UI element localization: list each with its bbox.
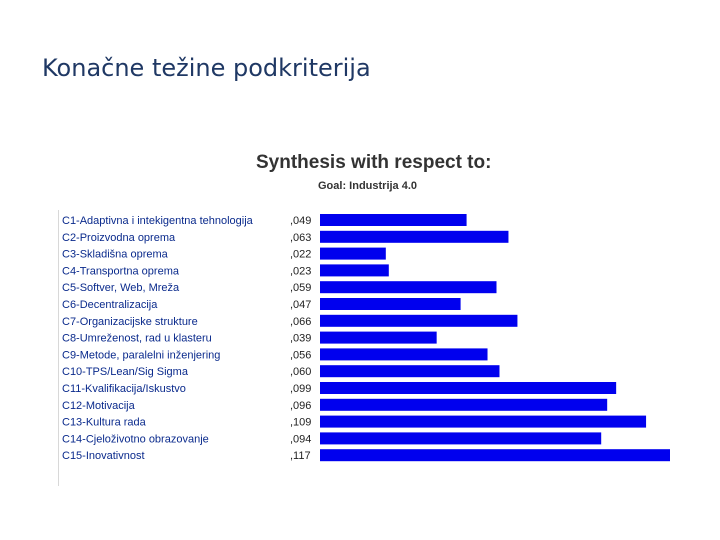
category-label: C10-TPS/Lean/Sig Sigma — [62, 366, 189, 378]
bar-chart: C1-Adaptivna i intekigentna tehnologija,… — [62, 214, 670, 462]
category-label: C6-Decentralizacija — [62, 299, 158, 311]
value-label: ,117 — [290, 450, 311, 462]
category-label: C13-Kultura rada — [62, 417, 147, 429]
value-label: ,023 — [290, 265, 311, 277]
category-label: C1-Adaptivna i intekigentna tehnologija — [62, 215, 254, 227]
value-label: ,039 — [290, 333, 311, 345]
category-label: C4-Transportna oprema — [62, 265, 180, 277]
chart-title: Synthesis with respect to: — [256, 152, 492, 173]
value-label: ,066 — [290, 316, 311, 328]
bar — [320, 331, 437, 344]
bar — [320, 449, 670, 462]
bar — [320, 298, 461, 310]
category-label: C12-Motivacija — [62, 400, 136, 412]
value-label: ,096 — [290, 400, 311, 412]
bar — [320, 382, 617, 394]
category-label: C14-Cjeloživotno obrazovanje — [62, 433, 209, 445]
category-label: C11-Kvalifikacija/Iskustvo — [62, 383, 186, 395]
value-label: ,049 — [290, 215, 311, 227]
value-label: ,059 — [290, 282, 311, 294]
bar — [320, 432, 602, 445]
category-label: C3-Skladišna oprema — [62, 249, 169, 261]
slide-title: Konačne težine podkriterija — [42, 54, 371, 82]
bar — [320, 348, 488, 361]
category-label: C9-Metode, paralelni inženjering — [62, 349, 220, 361]
bar — [320, 314, 518, 327]
value-label: ,063 — [290, 232, 311, 244]
value-label: ,022 — [290, 249, 311, 261]
bar — [320, 247, 386, 260]
category-label: C2-Proizvodna oprema — [62, 232, 176, 244]
bar — [320, 264, 389, 277]
bar — [320, 281, 497, 294]
panel-divider — [58, 210, 59, 486]
category-label: C5-Softver, Web, Mreža — [62, 282, 180, 294]
value-label: ,094 — [290, 433, 311, 445]
bar — [320, 398, 608, 411]
value-label: ,099 — [290, 383, 311, 395]
bar — [320, 415, 647, 428]
category-label: C8-Umreženost, rad u klasteru — [62, 333, 212, 345]
category-label: C15-Inovativnost — [62, 450, 145, 462]
chart-panel: Synthesis with respect to: Goal: Industr… — [58, 140, 680, 486]
bar — [320, 230, 509, 243]
chart-subtitle: Goal: Industrija 4.0 — [318, 180, 418, 192]
value-label: ,109 — [290, 417, 311, 429]
value-label: ,047 — [290, 299, 311, 311]
category-label: C7-Organizacijske strukture — [62, 316, 198, 328]
bar — [320, 214, 467, 226]
bar — [320, 365, 500, 378]
value-label: ,060 — [290, 366, 311, 378]
value-label: ,056 — [290, 349, 311, 361]
